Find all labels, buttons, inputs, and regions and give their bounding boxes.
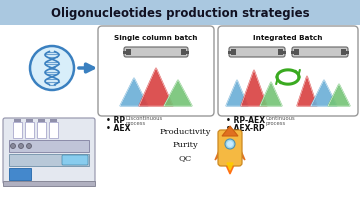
Text: • RP-AEX: • RP-AEX	[226, 116, 265, 125]
Text: Discontinuous: Discontinuous	[125, 116, 162, 121]
Bar	[123, 50, 126, 53]
Bar	[294, 49, 299, 55]
Text: • AEX-RP: • AEX-RP	[226, 124, 265, 133]
Bar	[26, 119, 33, 122]
Polygon shape	[260, 82, 282, 106]
FancyBboxPatch shape	[229, 47, 285, 57]
FancyBboxPatch shape	[218, 130, 242, 166]
Polygon shape	[164, 80, 192, 106]
Bar	[3, 181, 95, 186]
Bar	[126, 49, 131, 55]
Bar	[0, 0, 360, 25]
Text: process: process	[266, 121, 286, 126]
Polygon shape	[139, 68, 173, 106]
Text: Continuous: Continuous	[266, 116, 296, 121]
Bar	[181, 49, 186, 55]
FancyBboxPatch shape	[62, 155, 88, 165]
Bar	[37, 122, 46, 138]
Bar	[25, 122, 34, 138]
Text: Oligonucleotides production strategies: Oligonucleotides production strategies	[51, 6, 309, 20]
Bar	[341, 49, 346, 55]
Polygon shape	[222, 126, 238, 136]
Text: Single column batch: Single column batch	[114, 35, 198, 41]
FancyBboxPatch shape	[292, 47, 348, 57]
Bar	[228, 50, 231, 53]
Circle shape	[18, 144, 23, 148]
FancyBboxPatch shape	[124, 47, 188, 57]
Bar	[50, 119, 57, 122]
Bar	[186, 50, 189, 53]
Text: process: process	[125, 121, 145, 126]
Text: Productivity
Purity
QC: Productivity Purity QC	[159, 128, 211, 162]
FancyBboxPatch shape	[218, 26, 358, 116]
Bar	[9, 154, 89, 166]
Bar	[291, 50, 294, 53]
Bar	[9, 168, 31, 180]
FancyBboxPatch shape	[3, 118, 95, 184]
Circle shape	[10, 144, 15, 148]
Polygon shape	[226, 80, 248, 106]
Bar	[14, 119, 21, 122]
Circle shape	[227, 141, 233, 147]
Polygon shape	[241, 70, 267, 106]
Polygon shape	[297, 76, 317, 106]
Bar	[346, 50, 349, 53]
Bar	[38, 119, 45, 122]
Polygon shape	[225, 163, 235, 174]
Bar	[9, 140, 89, 152]
Bar	[0, 25, 360, 200]
Polygon shape	[120, 78, 148, 106]
Text: • AEX: • AEX	[106, 124, 130, 133]
Polygon shape	[215, 146, 221, 160]
Bar	[13, 122, 22, 138]
Circle shape	[27, 144, 32, 148]
Bar	[231, 49, 236, 55]
Text: Integrated Batch: Integrated Batch	[253, 35, 323, 41]
Bar	[278, 49, 283, 55]
Polygon shape	[328, 84, 350, 106]
Circle shape	[225, 139, 235, 149]
Polygon shape	[227, 163, 233, 170]
Bar	[283, 50, 286, 53]
Polygon shape	[311, 80, 337, 106]
FancyBboxPatch shape	[98, 26, 214, 116]
Circle shape	[30, 46, 74, 90]
Polygon shape	[239, 146, 245, 160]
Bar	[49, 122, 58, 138]
Text: • RP: • RP	[106, 116, 125, 125]
